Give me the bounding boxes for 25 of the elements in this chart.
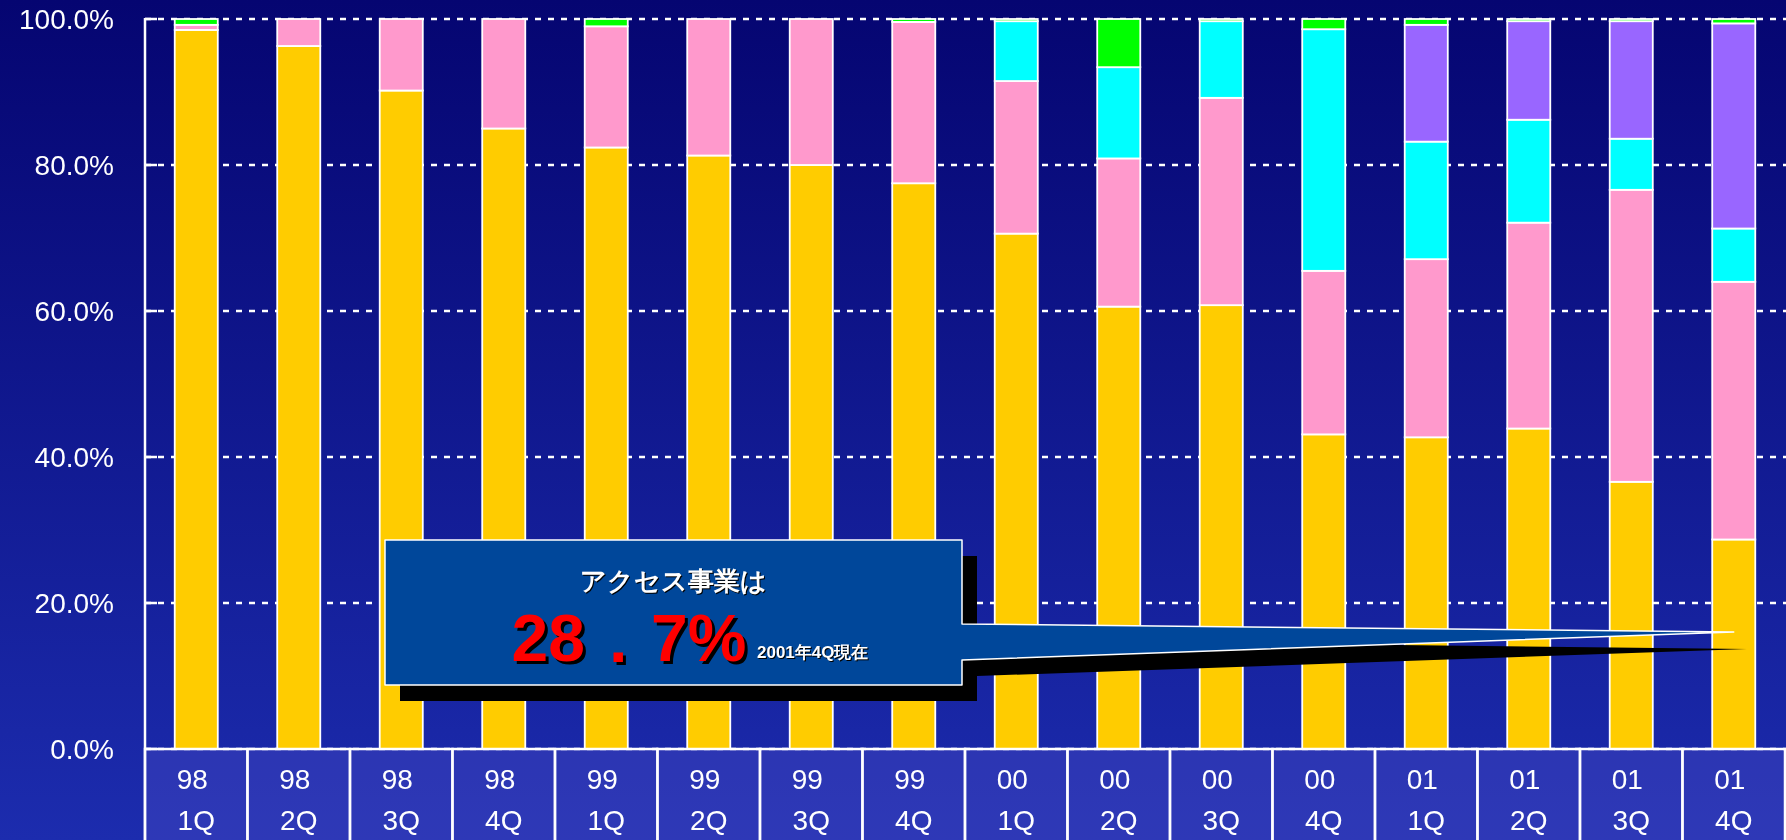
y-tick-label: 0.0% <box>50 734 114 765</box>
y-tick-label: 40.0% <box>34 442 114 473</box>
annotation: 28．7% <box>511 601 747 675</box>
x-tick-label: 00 3Q <box>1201 764 1241 836</box>
annotation: 2001年4Q現在 <box>757 643 869 662</box>
y-tick-label: 60.0% <box>34 296 114 327</box>
x-tick-label: 98 4Q <box>484 764 524 836</box>
annotation: アクセス事業は <box>580 566 767 596</box>
x-tick-label: 99 3Q <box>791 764 831 836</box>
x-tick-label: 00 4Q <box>1304 764 1344 836</box>
y-tick-label: 100.0% <box>19 4 114 35</box>
x-tick-label: 99 2Q <box>689 764 729 836</box>
x-tick-label: 01 3Q <box>1611 764 1651 836</box>
x-tick-label: 98 1Q <box>176 764 216 836</box>
x-tick-label: 00 1Q <box>996 764 1036 836</box>
y-tick-label: 20.0% <box>34 588 114 619</box>
x-tick-label: 01 4Q <box>1714 764 1754 836</box>
x-tick-label: 01 2Q <box>1509 764 1549 836</box>
x-tick-label: 98 3Q <box>381 764 421 836</box>
x-tick-label: 99 1Q <box>586 764 626 836</box>
y-tick-label: 80.0% <box>34 150 114 181</box>
x-tick-label: 98 2Q <box>279 764 319 836</box>
x-tick-label: 99 4Q <box>894 764 934 836</box>
x-tick-label: 00 2Q <box>1099 764 1139 836</box>
x-tick-label: 01 1Q <box>1406 764 1446 836</box>
